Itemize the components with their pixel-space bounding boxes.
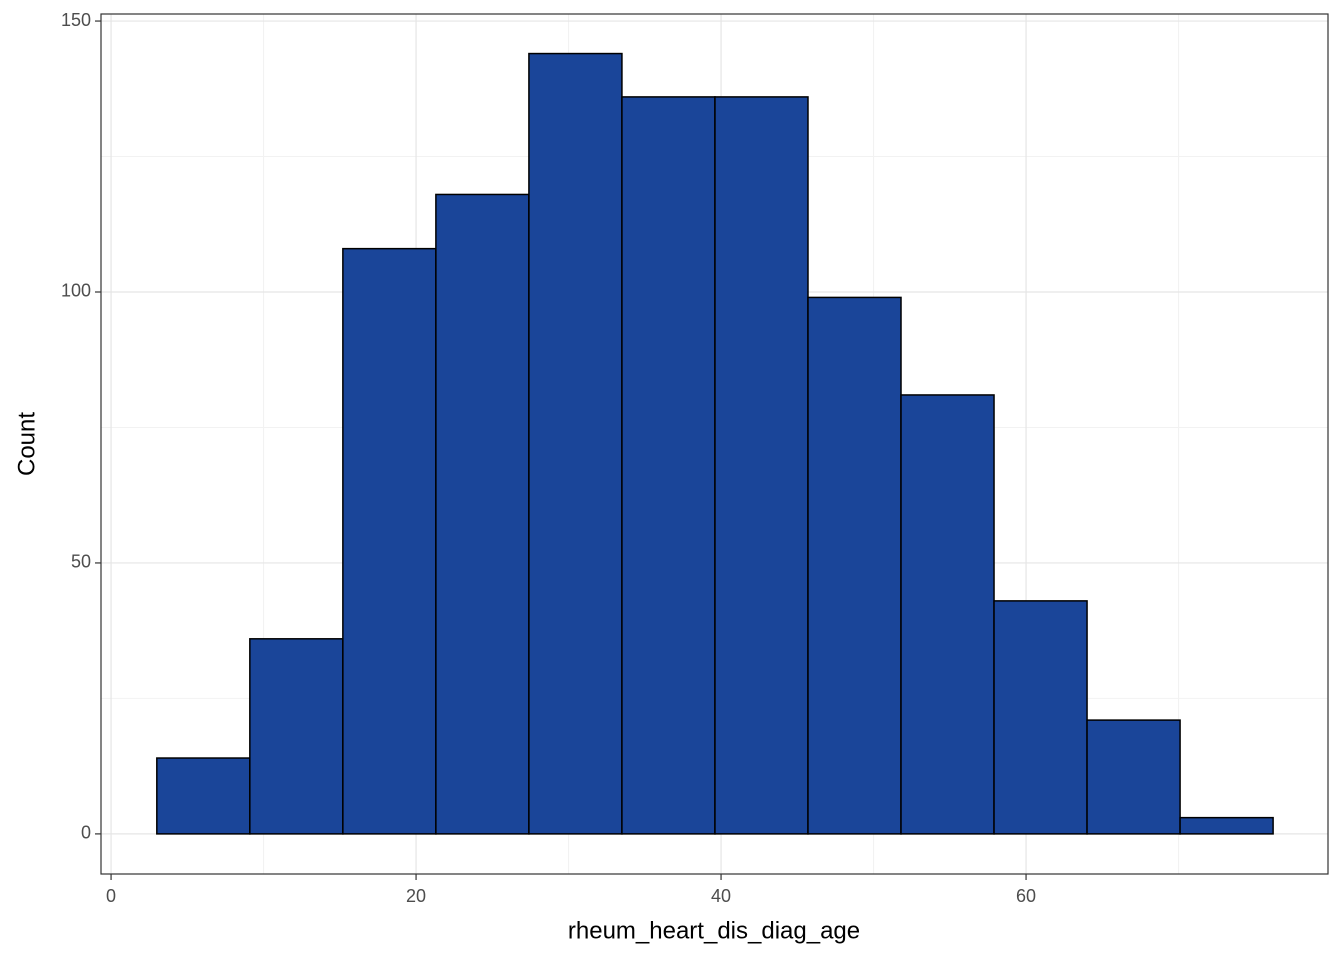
bar (1086, 719, 1181, 835)
y-tick-label: 100 (61, 281, 91, 301)
panel-border (100, 13, 1329, 875)
bar (342, 247, 437, 835)
bar (621, 96, 716, 835)
bar (435, 193, 530, 835)
x-axis-title: rheum_heart_dis_diag_age (568, 917, 860, 944)
x-tick-label: 60 (1016, 886, 1036, 906)
y-tick-label: 150 (61, 10, 91, 30)
x-tick-label: 0 (106, 886, 116, 906)
bar (249, 638, 344, 835)
y-tick-label: 0 (81, 823, 91, 843)
bar (156, 757, 251, 835)
bar (900, 394, 995, 835)
bar (528, 52, 623, 835)
bar (714, 96, 809, 835)
bar (1179, 816, 1274, 835)
bar (993, 600, 1088, 835)
bars (156, 52, 1274, 835)
x-tick-label: 20 (406, 886, 426, 906)
y-tick-label: 50 (71, 552, 91, 572)
y-axis-title: Count (13, 412, 40, 476)
bar (807, 296, 902, 835)
x-tick-label: 40 (711, 886, 731, 906)
